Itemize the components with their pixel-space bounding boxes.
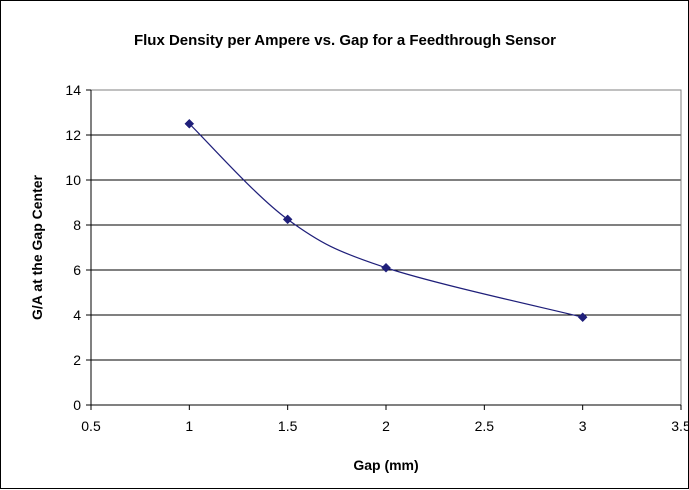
y-tick-label: 4	[73, 307, 81, 323]
x-tick-label: 1	[185, 418, 193, 434]
x-tick-label: 3	[579, 418, 587, 434]
y-tick-label: 14	[65, 82, 81, 98]
series-layer	[184, 118, 588, 323]
data-point	[184, 118, 195, 129]
y-tick-label: 6	[73, 262, 81, 278]
y-axis-title: G/A at the Gap Center	[29, 174, 45, 320]
data-point	[577, 312, 588, 323]
x-tick-label: 1.5	[278, 418, 298, 434]
y-tick-label: 0	[73, 397, 81, 413]
x-tick-label: 2.5	[475, 418, 495, 434]
x-tick-label: 0.5	[81, 418, 101, 434]
plot-area	[90, 89, 682, 406]
y-tick-label: 8	[73, 217, 81, 233]
y-tick-label: 10	[65, 172, 81, 188]
x-tick-label: 2	[382, 418, 390, 434]
series-line	[188, 123, 583, 318]
data-point	[381, 262, 391, 273]
gridlines	[91, 134, 681, 361]
y-tick-label: 2	[73, 352, 81, 368]
data-point	[282, 214, 293, 225]
axis-ticks: 0 2 4 6 8 10 12 14 0.5 1 1.5 2 2.5 3 3.5	[65, 82, 689, 434]
x-tick-label: 3.5	[671, 418, 689, 434]
chart-title: Flux Density per Ampere vs. Gap for a Fe…	[134, 32, 556, 49]
y-tick-label: 12	[65, 127, 81, 143]
x-axis-title: Gap (mm)	[353, 457, 418, 473]
